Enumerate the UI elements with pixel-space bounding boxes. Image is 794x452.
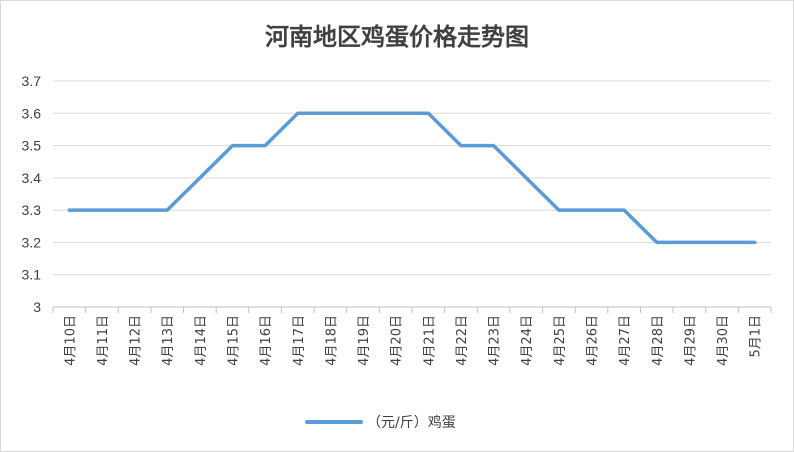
- series-lines: [67, 111, 757, 245]
- y-tick-label: 3.2: [22, 234, 42, 250]
- x-tick-label: 4月11日: [96, 315, 111, 366]
- x-tick-label: 4月15日: [227, 315, 242, 366]
- x-tick-label: 4月14日: [194, 315, 209, 366]
- legend: （元/斤）鸡蛋: [305, 414, 456, 431]
- y-tick-label: 3.6: [22, 105, 42, 121]
- y-tick-label: 3.5: [22, 138, 42, 154]
- x-tick-label: 4月30日: [716, 315, 731, 366]
- y-tick-label: 3: [33, 299, 41, 315]
- chart-title: 河南地区鸡蛋价格走势图: [265, 22, 529, 51]
- series-line: [67, 111, 757, 245]
- x-tick-label: 4月12日: [129, 315, 144, 366]
- x-tick-label: 4月22日: [455, 315, 470, 366]
- x-tick-label: 4月25日: [553, 315, 568, 366]
- x-tick-label: 4月13日: [161, 315, 176, 366]
- x-tick-label: 4月17日: [292, 315, 307, 366]
- x-tick-label: 4月10日: [63, 315, 78, 366]
- x-tick-label: 4月24日: [520, 315, 535, 366]
- y-tick-label: 3.7: [22, 73, 42, 89]
- x-tick-label: 5月1日: [749, 315, 764, 358]
- x-tick-label: 4月18日: [324, 315, 339, 366]
- x-tick-label: 4月20日: [390, 315, 405, 366]
- x-tick-label: 4月19日: [357, 315, 372, 366]
- y-tick-label: 3.4: [22, 170, 42, 186]
- x-tick-label: 4月28日: [651, 315, 666, 366]
- x-tick-label: 4月21日: [422, 315, 437, 366]
- x-tick-label: 4月27日: [618, 315, 633, 366]
- y-tick-label: 3.3: [22, 202, 42, 218]
- y-tick-label: 3.1: [22, 267, 42, 283]
- x-tick-label: 4月29日: [683, 315, 698, 366]
- legend-label: （元/斤）鸡蛋: [367, 414, 456, 431]
- x-tick-label: 4月16日: [259, 315, 274, 366]
- gridlines: [52, 80, 772, 313]
- x-axis-ticks: 4月10日 4月11日 4月12日 4月13日 4月14日 4月15日 4月16日 4月17日…: [63, 315, 763, 366]
- x-tick-label: 4月26日: [586, 315, 601, 366]
- x-tick-label: 4月23日: [488, 315, 503, 366]
- y-axis-ticks: 3 3.1 3.2 3.3 3.4 3.5 3.6 3.7: [22, 73, 42, 315]
